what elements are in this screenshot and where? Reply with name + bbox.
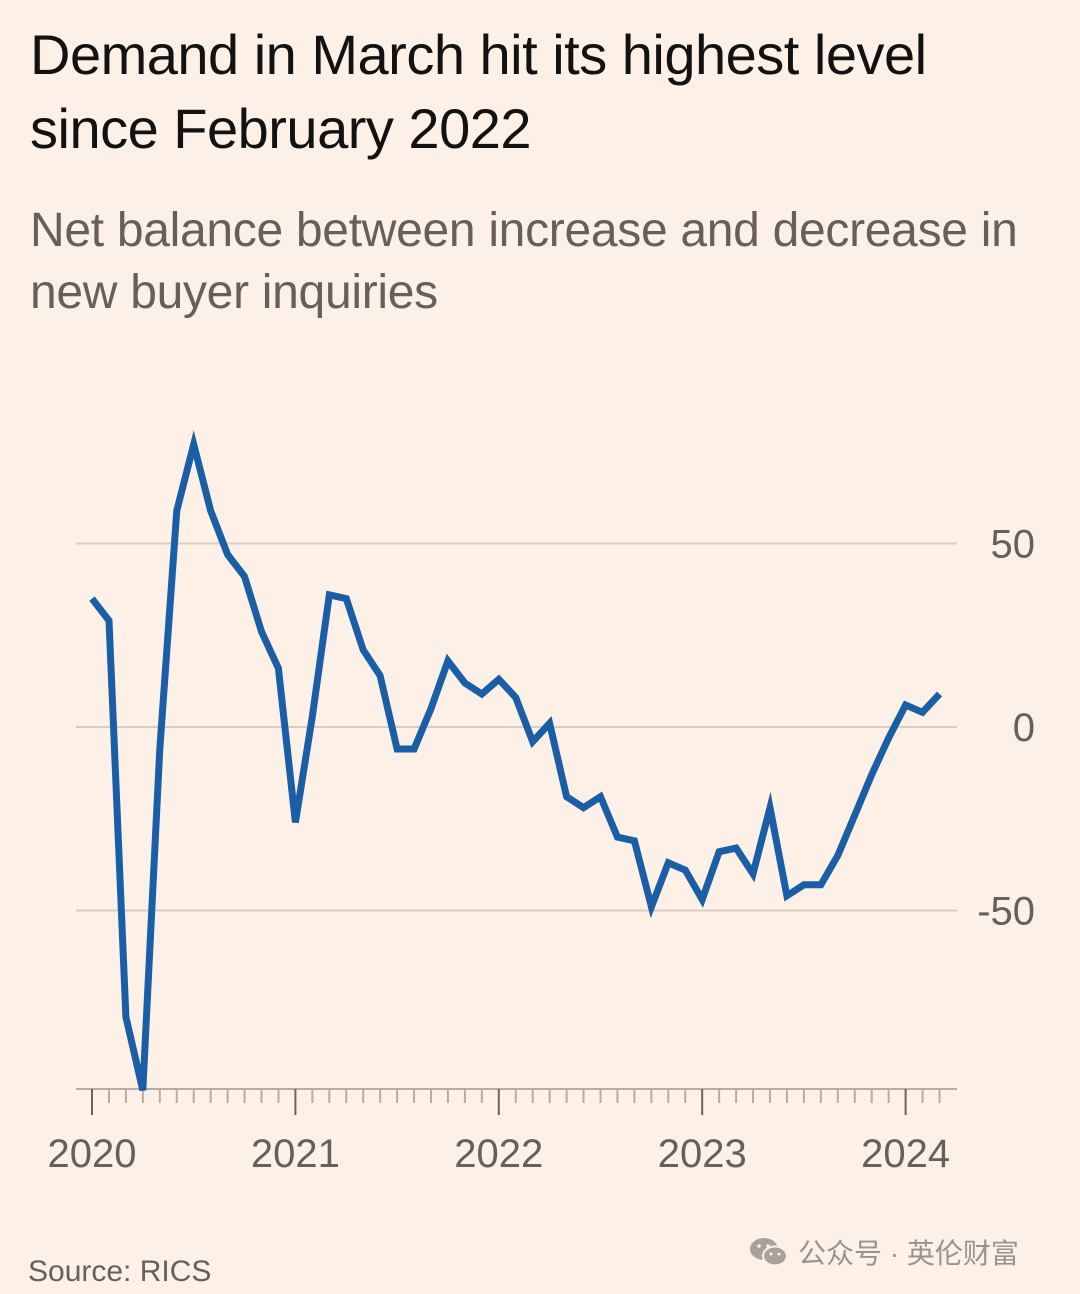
x-tick-label: 2020 bbox=[48, 1132, 137, 1176]
grid-lines bbox=[76, 542, 957, 912]
y-tick-labels: 50 0 -50 bbox=[977, 523, 1035, 934]
y-tick-label: 0 bbox=[1013, 706, 1035, 750]
chart-subtitle: Net balance between increase and decreas… bbox=[30, 204, 1018, 319]
x-axis: 2020 2021 2022 2023 2024 bbox=[48, 1088, 957, 1176]
chart-title: Demand in March hit its highest level si… bbox=[30, 23, 927, 160]
y-tick-label: -50 bbox=[977, 890, 1035, 934]
x-tick-label: 2022 bbox=[454, 1132, 543, 1176]
x-tick-label: 2023 bbox=[658, 1132, 747, 1176]
series-line bbox=[89, 430, 943, 1092]
series-line-layer bbox=[89, 430, 943, 1092]
wechat-icon bbox=[748, 1235, 790, 1269]
watermark-text: 公众号 · 英伦财富 bbox=[798, 1238, 1019, 1269]
source-note: Source: RICS bbox=[28, 1255, 212, 1288]
watermark: 公众号 · 英伦财富 bbox=[748, 1232, 1019, 1272]
x-tick-label: 2024 bbox=[861, 1132, 950, 1176]
y-tick-label: 50 bbox=[991, 523, 1036, 567]
x-tick-label: 2021 bbox=[251, 1132, 340, 1176]
line-chart: 50 0 -50 2020 2021 2022 2023 2024 bbox=[48, 430, 1035, 1176]
